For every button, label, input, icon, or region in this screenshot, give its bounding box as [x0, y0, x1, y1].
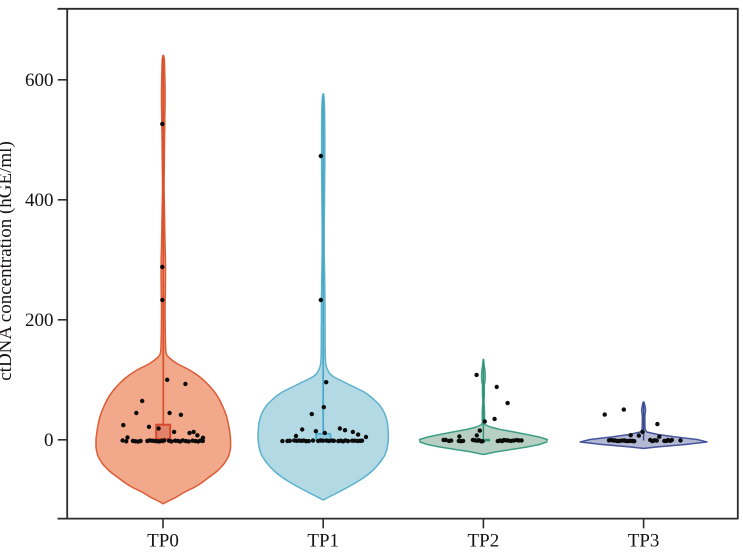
svg-text:TP0: TP0 — [147, 531, 179, 552]
svg-text:400: 400 — [25, 190, 54, 211]
svg-text:0: 0 — [44, 430, 54, 451]
svg-text:ctDNA concentration (hGE/ml): ctDNA concentration (hGE/ml) — [0, 141, 16, 381]
svg-text:TP2: TP2 — [468, 531, 500, 552]
svg-text:600: 600 — [25, 70, 54, 91]
svg-text:TP3: TP3 — [628, 531, 660, 552]
svg-text:200: 200 — [25, 310, 54, 331]
svg-text:TP1: TP1 — [307, 531, 339, 552]
